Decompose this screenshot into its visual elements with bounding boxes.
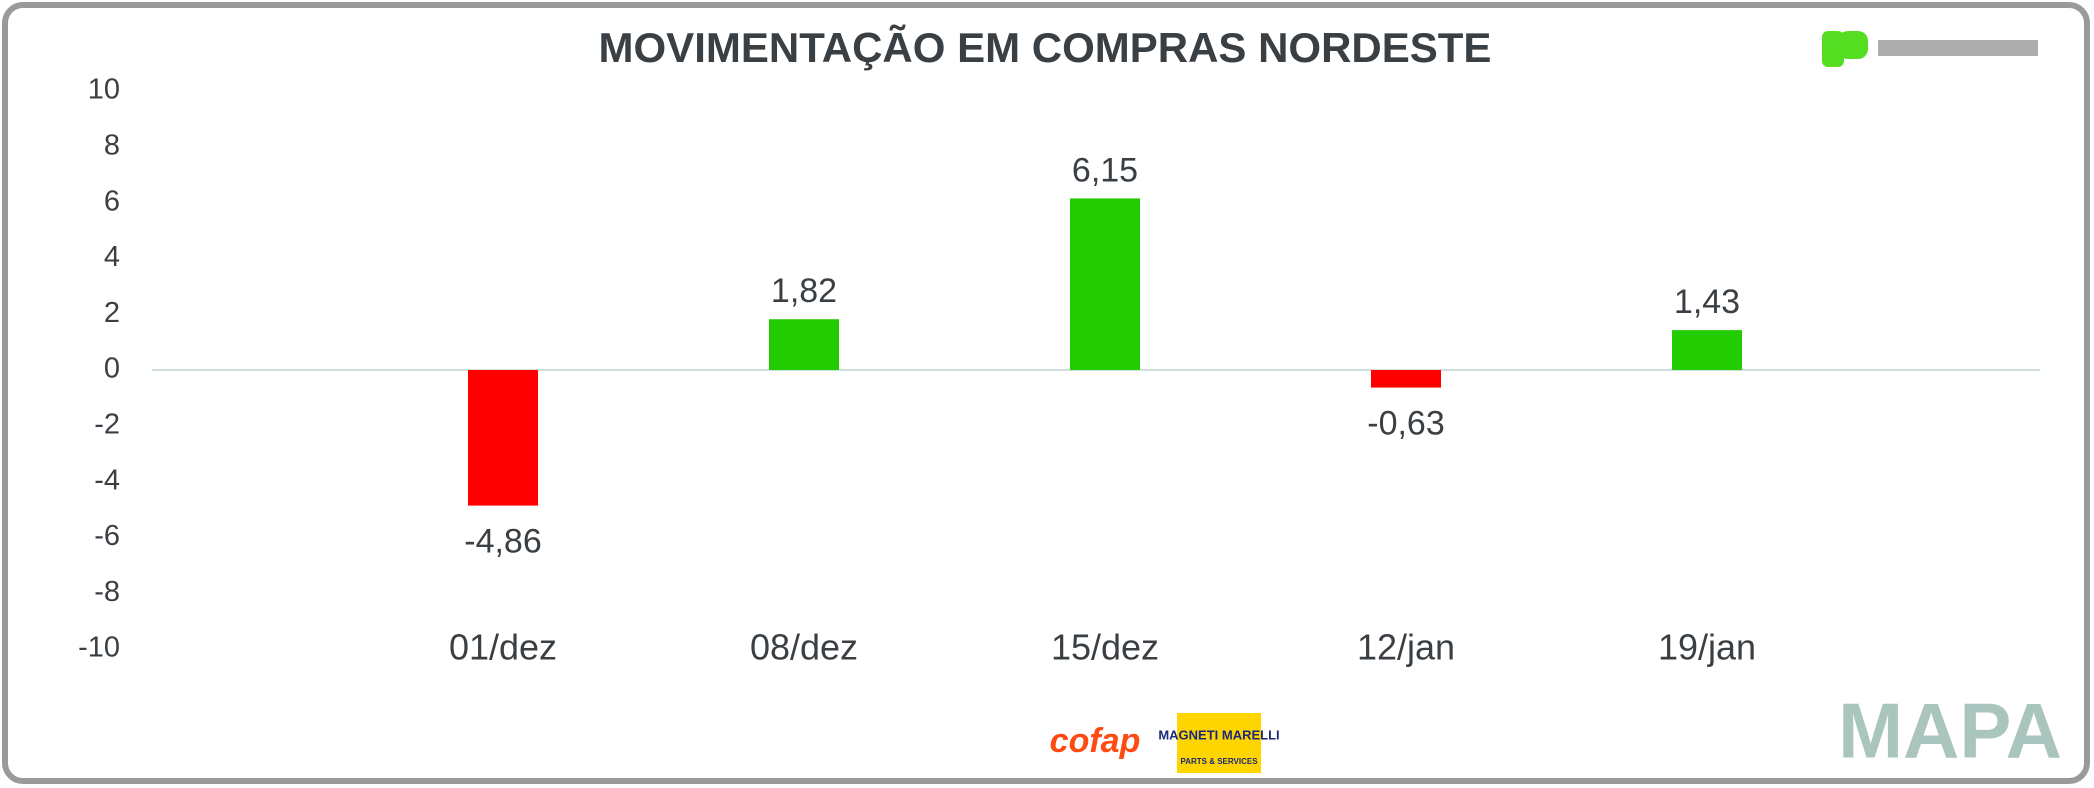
bar bbox=[1672, 330, 1742, 370]
magneti-sub: PARTS & SERVICES bbox=[1180, 757, 1258, 766]
bar bbox=[468, 370, 538, 506]
x-tick-label: 12/jan bbox=[1357, 627, 1455, 668]
y-tick-label: 4 bbox=[104, 241, 120, 273]
x-tick-label: 08/dez bbox=[750, 627, 858, 668]
y-tick-label: -2 bbox=[94, 408, 120, 440]
x-tick-label: 01/dez bbox=[449, 627, 557, 668]
mapa-logo: MAPA bbox=[1838, 687, 2062, 775]
y-tick-label: 2 bbox=[104, 297, 120, 329]
chart-title: MOVIMENTAÇÃO EM COMPRAS NORDESTE bbox=[599, 24, 1492, 71]
value-label: 1,82 bbox=[771, 272, 837, 310]
y-tick-label: 10 bbox=[88, 74, 120, 106]
bar bbox=[1070, 198, 1140, 370]
x-tick-label: 15/dez bbox=[1051, 627, 1159, 668]
magneti-logo: MAGNETI MARELLI bbox=[1158, 727, 1279, 742]
y-tick-label: 6 bbox=[104, 185, 120, 217]
y-tick-label: -4 bbox=[94, 464, 120, 496]
magneti-box bbox=[1177, 713, 1261, 773]
value-label: -0,63 bbox=[1367, 405, 1445, 443]
value-label: 6,15 bbox=[1072, 151, 1138, 189]
cofap-logo: cofap bbox=[1050, 722, 1141, 760]
value-label: 1,43 bbox=[1674, 283, 1740, 321]
x-tick-label: 19/jan bbox=[1658, 627, 1756, 668]
y-tick-label: 0 bbox=[104, 353, 120, 385]
y-tick-label: -8 bbox=[94, 576, 120, 608]
y-tick-label: -6 bbox=[94, 520, 120, 552]
y-tick-label: -10 bbox=[78, 632, 120, 664]
top-logo bbox=[1822, 31, 2038, 67]
value-label: -4,86 bbox=[464, 523, 542, 561]
bar bbox=[769, 319, 839, 370]
bar bbox=[1371, 370, 1441, 388]
y-tick-label: 8 bbox=[104, 129, 120, 161]
